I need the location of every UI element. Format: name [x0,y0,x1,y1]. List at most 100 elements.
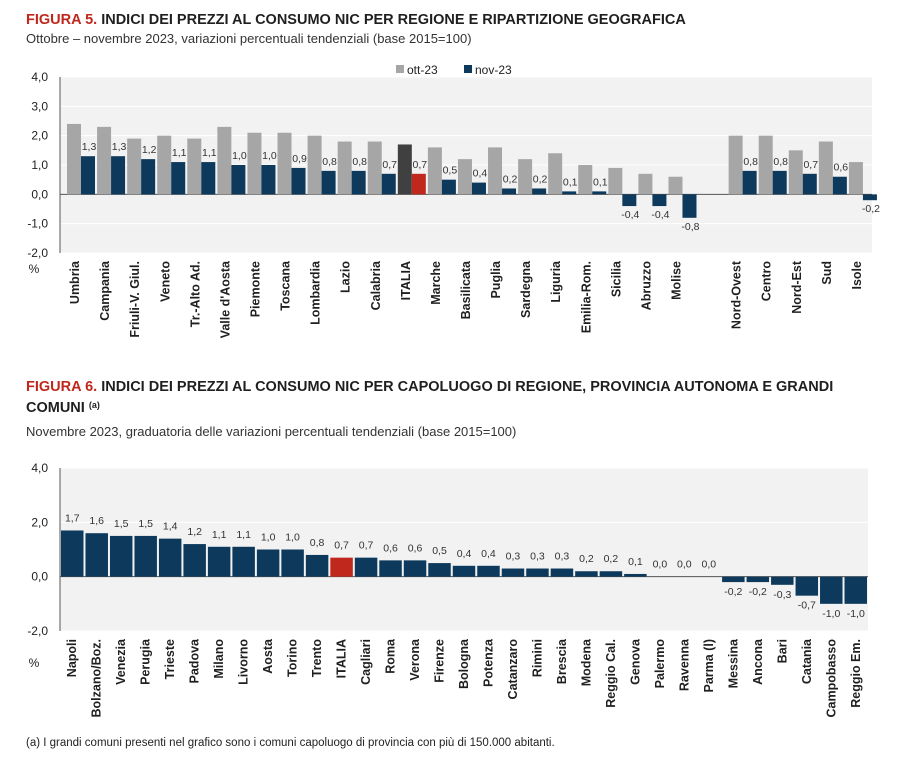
data-label: 0,7 [382,159,397,171]
category-label: Trento [310,639,324,678]
bar [452,565,476,577]
y-tick-label: -2,0 [27,246,48,260]
legend-swatch-ott [396,65,404,73]
bar [281,549,304,577]
data-label: 1,5 [114,518,129,530]
category-label: Friuli-V. Giul. [128,261,142,338]
category-label: Genova [628,638,642,685]
bar-nov [532,188,547,195]
data-label: 1,0 [232,150,247,162]
data-label: -0,8 [681,221,699,233]
category-label: Reggio Em. [849,639,863,708]
data-label: 1,2 [187,526,202,538]
data-label: -0,2 [724,586,742,598]
y-tick-label: 1,0 [31,158,48,172]
bar [207,546,231,577]
bar [428,563,451,577]
bar-nov [381,173,396,195]
category-label: Livorno [237,639,251,685]
y-tick-label: 3,0 [31,99,48,113]
data-label: 0,8 [322,156,337,168]
data-label: 1,1 [236,529,251,541]
bar-ott [788,150,803,195]
category-label: Umbria [68,260,82,304]
category-label: Lazio [339,261,353,293]
bar [379,560,402,577]
bar-nov [411,173,426,195]
bar-nov [471,182,486,195]
bar [183,544,206,577]
bar [722,576,745,583]
data-label: 1,1 [202,147,217,159]
data-label: 0,2 [503,173,518,185]
bar-ott [397,144,412,195]
category-label: Toscana [279,260,293,311]
figure5-title: FIGURA 5. INDICI DEI PREZZI AL CONSUMO N… [26,11,906,29]
bar [477,565,500,577]
data-label: 0,2 [533,173,548,185]
data-label: 0,7 [413,159,428,171]
category-label: Sud [820,261,834,285]
bar [844,576,867,604]
category-label: Rimini [530,639,544,677]
bar-ott [217,126,232,195]
figure5-chart: 4,0 3,0 2,0 1,0 0,0 -1,0 -2,0% ott-23 nov-23 1,3 U… [27,63,880,338]
category-label: Bologna [457,638,471,689]
bar [134,535,157,577]
bar-nov [652,194,667,207]
bar [354,557,378,577]
bar-ott [578,165,593,195]
bar-ott [608,167,623,195]
bar [501,568,525,577]
bar-nov [81,156,95,195]
data-label: 0,3 [555,551,570,563]
category-label: Veneto [158,261,172,302]
bar-ott [187,138,202,195]
data-label: 1,3 [82,141,97,153]
bar-ott [758,135,773,195]
data-label: 1,1 [172,147,187,159]
data-label: 0,3 [530,551,545,563]
y-tick-label: 4,0 [31,461,48,475]
data-label: 0,8 [310,537,325,549]
data-label: 1,5 [138,518,153,530]
bar-nov [562,191,577,195]
bar [820,576,843,604]
figure5-number: FIGURA 5. [26,12,98,28]
data-label: -0,4 [621,209,639,221]
data-label: 0,8 [743,156,758,168]
category-label: Abruzzo [639,261,653,311]
figure5-title-text: INDICI DEI PREZZI AL CONSUMO NIC PER REG… [101,12,686,28]
figure6-chart: 4,0 2,0 0,0 -2,0% 1,7 Napoli 1,6 Bolzano/Boz. 1,… [27,461,868,718]
y-tick-label: -2,0 [27,624,48,638]
y-tick-label: -1,0 [27,217,48,231]
bar-nov [231,165,246,195]
category-label: Milano [212,639,226,679]
data-label: 1,6 [89,515,104,527]
data-label: -0,2 [749,586,767,598]
bar-nov [291,167,306,195]
bar [256,549,280,577]
category-label: Emilia-Rom. [579,261,593,333]
category-label: Perugia [139,638,153,685]
category-label: Tr.-Alto Ad. [188,261,202,327]
data-label: 1,1 [212,529,227,541]
bar [599,571,623,577]
figure6-number: FIGURA 6. [26,379,98,395]
category-label: Napoli [65,639,79,677]
bar [403,560,427,577]
data-label: 0,7 [359,540,374,552]
bar [771,576,794,585]
category-label: Isole [850,261,864,290]
bar-ott [848,162,863,195]
bar [232,546,255,577]
category-label: Liguria [549,260,563,303]
category-label: Basilicata [459,260,473,319]
bar-nov [772,170,787,195]
data-label: 0,7 [803,159,818,171]
unit-label: % [29,262,40,276]
category-label: Catania [800,638,814,684]
legend-swatch-nov [464,65,472,73]
y-tick-label: 4,0 [31,70,48,84]
category-label: Valle d'Aosta [218,260,232,338]
